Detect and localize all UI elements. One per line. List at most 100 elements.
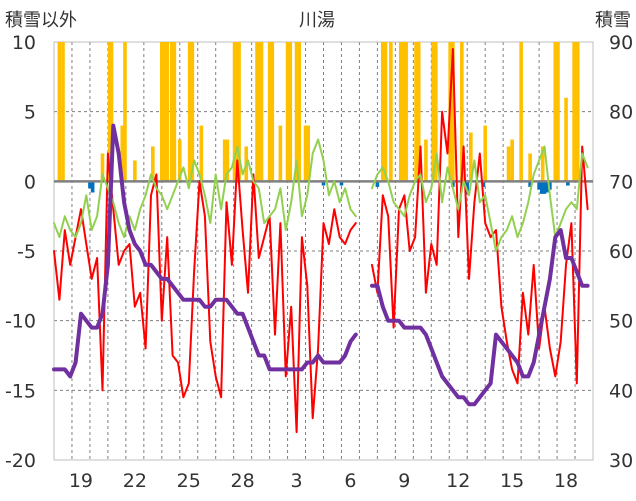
precip-bar (237, 42, 241, 182)
precip-bar (160, 42, 164, 182)
precip-bar (401, 42, 406, 182)
snow-decrease-bar (566, 181, 570, 186)
precip-bar (398, 42, 403, 182)
snow-decrease-bar (539, 181, 544, 194)
left-tick-label: -20 (5, 450, 36, 472)
left-tick-label: 0 (24, 171, 36, 193)
right-axis-ticks: 90 80 70 60 50 40 30 (609, 32, 633, 472)
precip-bar (165, 42, 169, 182)
right-tick-label: 80 (609, 102, 633, 124)
precip-bar (100, 153, 105, 182)
snow-decrease-bar (88, 181, 92, 189)
x-tick-label: 18 (554, 470, 578, 492)
snow-decrease-bar (545, 181, 549, 193)
precipitation-bars (57, 42, 580, 194)
x-tick-label: 6 (344, 470, 356, 492)
precip-bar (414, 42, 418, 182)
snow-decrease-bar (465, 181, 470, 194)
precip-bar (172, 42, 177, 182)
precip-bar (151, 146, 155, 182)
precip-bar (433, 42, 438, 182)
precip-bar (109, 42, 114, 182)
precip-bar (303, 125, 308, 182)
right-tick-label: 40 (609, 380, 633, 402)
precip-bar (416, 42, 421, 182)
precip-bar (506, 146, 511, 182)
left-tick-label: 5 (24, 102, 36, 124)
precip-bar (451, 42, 455, 182)
snow-decrease-bar (537, 181, 541, 190)
precip-bar (187, 42, 192, 182)
precip-bar (285, 42, 290, 182)
precip-bar (540, 146, 545, 182)
left-tick-label: -10 (5, 311, 36, 333)
precip-bar (222, 139, 227, 182)
series-lines (52, 48, 590, 434)
precip-bar (575, 42, 580, 182)
precip-bar (267, 42, 272, 182)
left-tick-label: -15 (5, 380, 36, 402)
x-tick-label: 15 (500, 470, 524, 492)
x-tick-label: 25 (177, 470, 201, 492)
precip-bar (380, 42, 385, 182)
x-tick-label: 3 (291, 470, 303, 492)
precip-bar (225, 139, 230, 182)
precip-bar (255, 42, 259, 182)
x-tick-label: 28 (231, 470, 255, 492)
right-axis-label: 積雪 (595, 10, 631, 31)
precip-bar (288, 42, 293, 182)
precip-bar (460, 42, 464, 182)
snow-decrease-bar (339, 181, 344, 186)
precip-bar (177, 139, 182, 182)
x-axis-ticks: 19 22 25 28 3 6 9 12 15 18 (69, 470, 578, 492)
right-tick-label: 90 (609, 32, 633, 54)
snow-decrease-bar (528, 181, 532, 187)
precip-bar (510, 139, 514, 182)
series-snow-depth (52, 123, 590, 407)
chart-title: 川湯 (299, 10, 335, 31)
right-tick-label: 70 (609, 171, 633, 193)
snow-decrease-bar (375, 181, 380, 187)
precip-bar (431, 42, 435, 182)
precip-bar (123, 42, 127, 182)
precip-bar (389, 42, 393, 182)
right-tick-label: 60 (609, 241, 633, 263)
precip-bar (553, 42, 558, 182)
precip-bar (294, 42, 299, 182)
gridlines (53, 41, 594, 461)
precip-bar (169, 42, 174, 182)
precip-bar (57, 42, 62, 182)
left-tick-label: -5 (17, 241, 36, 263)
right-tick-label: 50 (609, 311, 633, 333)
precip-bar (190, 42, 195, 182)
series-temp-min (53, 138, 589, 252)
precip-bar (133, 160, 137, 182)
left-axis-label: 積雪以外 (5, 10, 77, 31)
x-tick-label: 9 (398, 470, 410, 492)
snow-decrease-bar (451, 181, 455, 187)
precip-bar (469, 132, 473, 182)
precip-bar (306, 125, 311, 182)
precip-bar (383, 42, 388, 182)
left-tick-label: 10 (12, 32, 36, 54)
snow-decrease-bar (548, 181, 552, 190)
x-tick-label: 12 (446, 470, 470, 492)
left-axis-ticks: 10 5 0 -5 -10 -15 -20 (5, 32, 36, 472)
precip-bar (61, 42, 65, 182)
precip-bar (528, 153, 532, 182)
snow-decrease-bar (481, 181, 486, 187)
snow-decrease-bar (90, 181, 95, 193)
precip-bar (483, 125, 487, 182)
snow-decrease-bar (542, 181, 547, 194)
precip-bar (519, 42, 523, 182)
snow-decrease-bar (321, 181, 326, 186)
precip-bar (234, 42, 239, 182)
x-tick-label: 22 (123, 470, 147, 492)
precip-bar (120, 125, 125, 182)
precip-bar (199, 125, 204, 182)
precip-bar (270, 42, 275, 182)
precip-bar (278, 125, 283, 182)
precip-bar (424, 139, 428, 182)
precip-bar (297, 42, 302, 182)
